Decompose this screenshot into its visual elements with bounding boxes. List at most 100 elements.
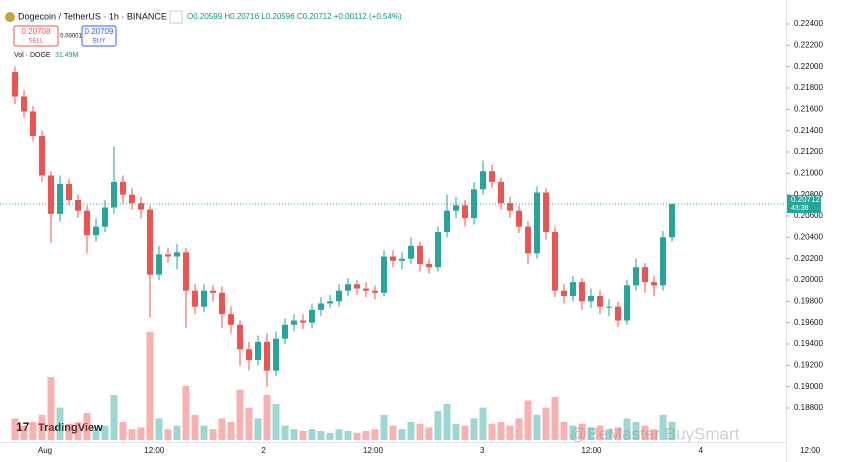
- sell-label: SELL: [29, 39, 44, 45]
- volume-bar: [362, 431, 370, 440]
- volume-bar: [317, 431, 325, 440]
- volume-bar: [479, 407, 487, 440]
- volume-bar: [227, 422, 235, 440]
- volume-value: 31.49M: [55, 52, 79, 59]
- volume-bar: [308, 429, 316, 440]
- countdown: 43:38: [791, 205, 809, 212]
- volume-bar: [578, 423, 586, 440]
- volume-bar: [218, 418, 226, 440]
- candle-body: [282, 324, 288, 339]
- volume-bar: [434, 411, 442, 440]
- volume-bar: [110, 395, 118, 440]
- candle-body: [273, 338, 279, 371]
- candle-body: [435, 232, 441, 268]
- volume-bar: [488, 423, 496, 440]
- candle-body: [264, 341, 270, 371]
- candle-body: [48, 175, 54, 214]
- logo-text: TradingView: [38, 422, 103, 434]
- volume-bar: [398, 429, 406, 440]
- watermark: @BeMaster BuySmart: [570, 424, 740, 443]
- candle-body: [111, 181, 117, 208]
- logo-mark: 17: [16, 420, 30, 434]
- candle-body: [444, 210, 450, 232]
- volume-bar: [452, 423, 460, 440]
- candle-body: [615, 306, 621, 321]
- candle-body: [39, 136, 45, 176]
- y-tick-label: 0.19200: [794, 360, 823, 369]
- volume-bar: [497, 422, 505, 440]
- candle-body: [507, 203, 513, 211]
- candle-body: [498, 181, 504, 204]
- y-tick-label: 0.21800: [794, 83, 823, 92]
- candle-body: [336, 290, 342, 302]
- x-tick-label: 12:00: [800, 446, 821, 455]
- y-tick-label: 0.20200: [794, 254, 823, 263]
- volume-bar: [551, 396, 559, 440]
- y-tick-label: 0.19800: [794, 296, 823, 305]
- x-tick-label: 3: [480, 446, 485, 455]
- volume-bar: [407, 422, 415, 440]
- volume-bar: [326, 432, 334, 440]
- candle-body: [102, 207, 108, 227]
- candle-body: [192, 290, 198, 307]
- candle-body: [219, 292, 225, 315]
- candle-body: [156, 254, 162, 275]
- candle-body: [516, 210, 522, 227]
- close-button[interactable]: [169, 10, 183, 24]
- candle-body: [552, 232, 558, 291]
- volume-bar: [101, 425, 109, 440]
- candle-body: [363, 288, 369, 291]
- candle-body: [669, 204, 675, 238]
- candle-body: [426, 264, 432, 268]
- y-tick-label: 0.22000: [794, 62, 823, 71]
- volume-bar: [200, 425, 208, 440]
- buy-price: 0.20709: [85, 27, 114, 36]
- volume-bar: [668, 422, 676, 440]
- candle-body: [138, 203, 144, 210]
- candle-body: [408, 245, 414, 259]
- candle-body: [651, 282, 657, 286]
- candle-body: [246, 349, 252, 360]
- volume-bar: [164, 429, 172, 440]
- volume-bar: [155, 418, 163, 440]
- volume-bar: [596, 425, 604, 440]
- volume-bar: [254, 418, 262, 440]
- symbol-title: Dogecoin / TetherUS · 1h · BINANCE: [18, 11, 167, 21]
- candle-body: [75, 200, 81, 211]
- candle-body: [30, 111, 36, 136]
- volume-bar: [191, 414, 199, 440]
- volume-bar: [470, 418, 478, 440]
- volume-bar: [389, 425, 397, 440]
- candle-body: [534, 192, 540, 254]
- volume-bar: [461, 425, 469, 440]
- volume-bar: [299, 431, 307, 440]
- volume-bar: [83, 413, 91, 440]
- candle-body: [201, 290, 207, 307]
- volume-bar: [659, 414, 667, 440]
- volume-bar: [533, 414, 541, 440]
- buy-button[interactable]: [81, 25, 117, 47]
- candle-body: [660, 237, 666, 286]
- y-tick-label: 0.22400: [794, 19, 823, 28]
- x-tick-label: 12:00: [144, 446, 165, 455]
- volume-bar: [416, 423, 424, 440]
- candle-body: [345, 284, 351, 291]
- candle-body: [57, 184, 63, 214]
- volume-bar: [623, 418, 631, 440]
- volume-bar: [371, 429, 379, 440]
- volume-bar: [290, 429, 298, 440]
- candle-body: [570, 282, 576, 296]
- y-tick-label: 0.20400: [794, 232, 823, 241]
- volume-bar: [65, 423, 73, 440]
- volume-bar: [92, 429, 100, 440]
- coin-icon: [5, 12, 15, 22]
- volume-bar: [128, 429, 136, 440]
- volume-bar: [281, 425, 289, 440]
- y-tick-label: 0.19600: [794, 318, 823, 327]
- volume-bar: [56, 407, 64, 440]
- sell-button[interactable]: [13, 25, 59, 47]
- candle-body: [12, 72, 18, 97]
- volume-bar: [29, 422, 37, 440]
- volume-bar: [542, 407, 550, 440]
